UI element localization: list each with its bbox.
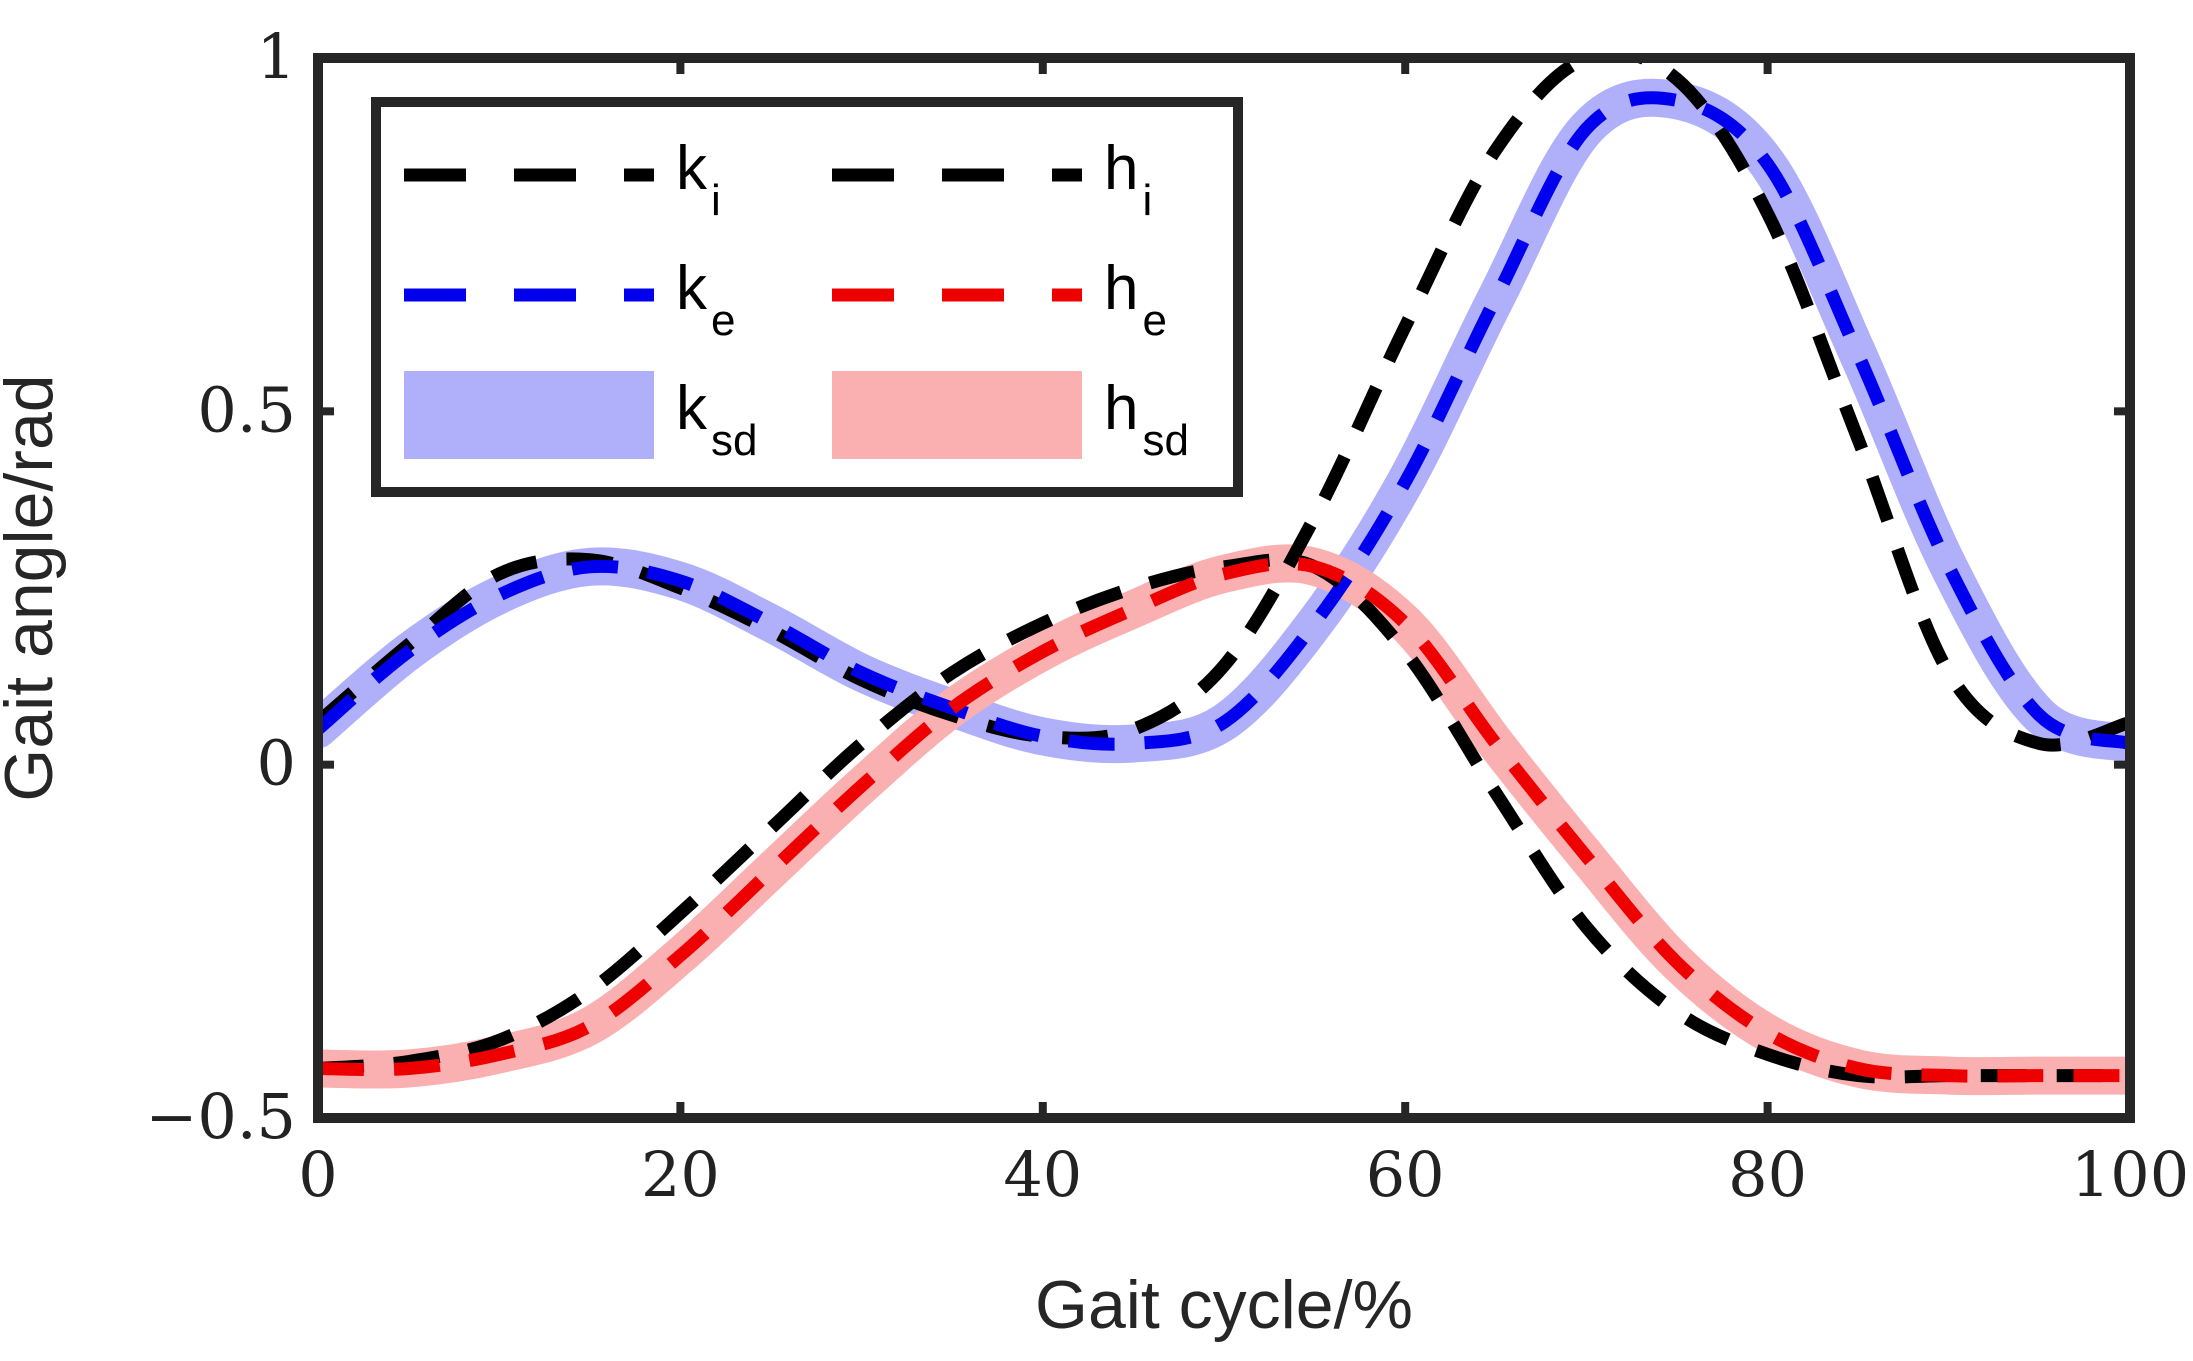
x-tick-label: 100: [2071, 1138, 2189, 1211]
y-tick-label: 0: [257, 727, 296, 800]
plot-frame: [313, 53, 2135, 1123]
legend-label: ksd: [676, 374, 757, 465]
x-axis-label: Gait cycle/%: [1035, 1267, 1413, 1343]
line-h-e: [318, 556, 2130, 1083]
x-tick-label: 80: [1728, 1138, 1807, 1211]
legend-entry-k-i: ki: [404, 134, 721, 225]
y-axis-label: Gait angle/rad: [0, 374, 67, 801]
x-tick-label: 20: [641, 1138, 720, 1211]
series-lines-layer: [318, 58, 2130, 1084]
legend-entry-k-sd: ksd: [404, 371, 757, 465]
legend-entry-h-sd: hsd: [832, 371, 1189, 465]
line-k-e: [318, 91, 2130, 751]
ticks-layer: 0 20 40 60 80 100−0.500.51: [145, 20, 2189, 1211]
legend-entry-h-i: hi: [832, 134, 1152, 225]
legend-swatch: [832, 371, 1082, 459]
legend-label: hi: [1104, 134, 1152, 225]
y-tick-label: 0.5: [197, 373, 296, 446]
x-tick-label: 60: [1366, 1138, 1445, 1211]
legend-label: ke: [676, 254, 735, 345]
y-tick-label: −0.5: [145, 1080, 296, 1153]
x-tick-label: 40: [1003, 1138, 1082, 1211]
legend-label: hsd: [1104, 374, 1189, 465]
legend-entry-k-e: ke: [404, 254, 735, 345]
legend: ki hi ke he ksd hsd: [371, 97, 1243, 497]
legend-label: ki: [676, 134, 721, 225]
y-tick-label: 1: [257, 20, 296, 93]
legend-label: he: [1104, 254, 1167, 345]
legend-swatch: [404, 371, 654, 459]
x-tick-label: 0: [298, 1138, 337, 1211]
legend-entry-h-e: he: [832, 254, 1167, 345]
